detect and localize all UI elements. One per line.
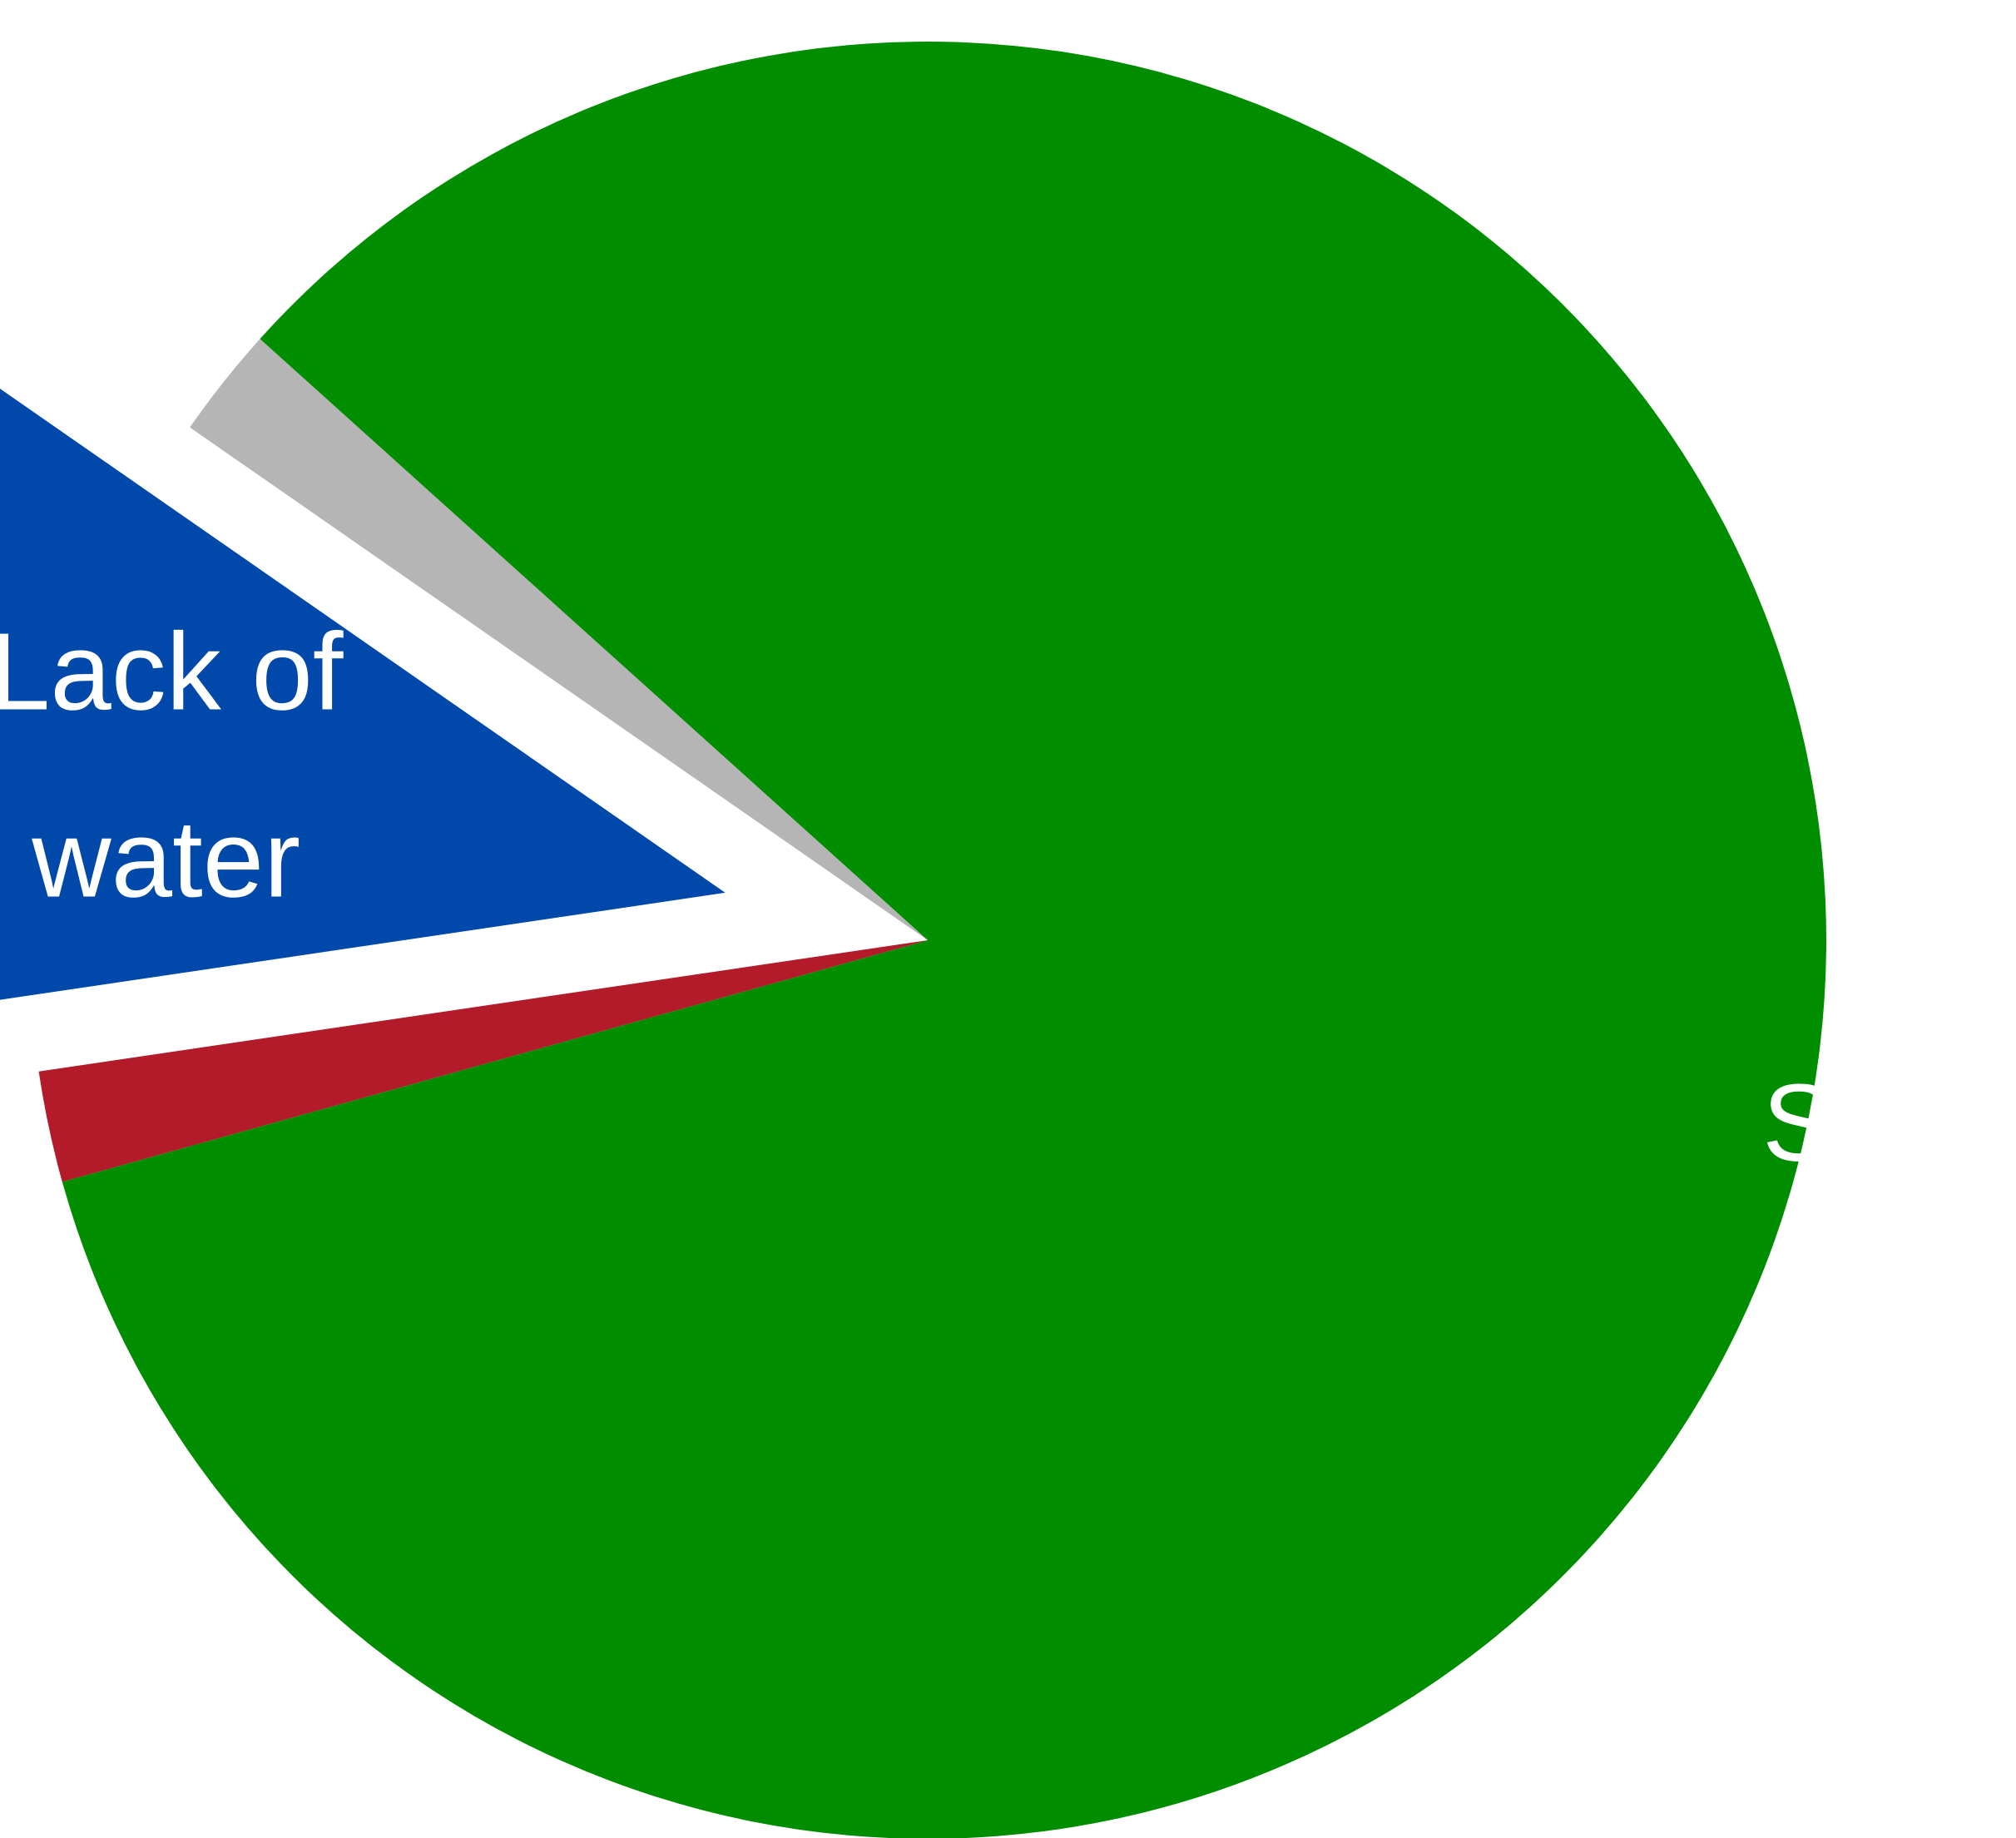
pie-slice-slice-4: [190, 339, 928, 940]
pie-slice-sports: [62, 42, 1826, 1838]
pie-slices: [0, 42, 1826, 1838]
pie-slice-slice-2: [38, 940, 928, 1182]
slice-label-sports: Sports: [1762, 1062, 2016, 1184]
pie-slice-lack-of-water: [0, 389, 726, 1000]
slice-label-lack-of-water: Lack of water: [0, 611, 344, 920]
